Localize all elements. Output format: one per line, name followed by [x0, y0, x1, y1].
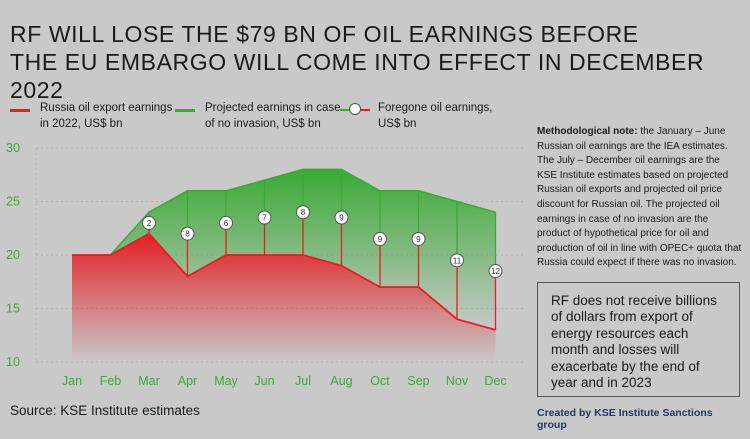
foregone-value-label: 8 [185, 230, 190, 239]
foregone-marker-icon [340, 103, 370, 117]
foregone-value-label: 6 [224, 219, 229, 228]
chart-title: RF WILL LOSE THE $79 BN OF OIL EARNINGS … [10, 20, 740, 104]
callout-box: RF does not receive billions of dollars … [537, 282, 740, 397]
methodological-note: Methodological note: the January – June … [537, 125, 742, 271]
foregone-bubble [450, 253, 464, 268]
foregone-value-label: 11 [453, 256, 462, 265]
foregone-bubble [296, 205, 310, 220]
callout-text: RF does not receive billions of dollars … [551, 293, 717, 391]
title-line-2: THE EU EMBARGO WILL COME INTO EFFECT IN … [10, 49, 705, 103]
green-line-swatch [175, 109, 195, 112]
red-line-swatch [10, 109, 30, 112]
x-tick-label: Sep [407, 374, 429, 388]
foregone-value-label: 9 [416, 235, 421, 244]
foregone-bubble [180, 226, 195, 241]
y-tick-label: 20 [6, 248, 20, 262]
title-line-1: RF WILL LOSE THE $79 BN OF OIL EARNINGS … [10, 21, 639, 47]
x-tick-label: Nov [446, 374, 469, 388]
foregone-bubble [373, 231, 387, 246]
credit-text: Created by KSE Institute Sanctions group [537, 407, 713, 431]
legend-foregone-line2: US$ bn [378, 118, 417, 130]
legend-projected-line1: Projected earnings in case [205, 102, 341, 114]
y-tick-label: 30 [6, 141, 20, 155]
legend-russia-line2: in 2022, US$ bn [40, 118, 123, 130]
y-tick-label: 15 [6, 302, 20, 316]
note-heading: Methodological note: [537, 126, 638, 137]
x-tick-label: Dec [484, 374, 506, 388]
note-text: the January – June Russian oil earnings … [537, 126, 742, 269]
x-tick-label: Feb [100, 374, 122, 388]
x-tick-label: Aug [330, 374, 352, 388]
foregone-value-label: 7 [262, 214, 267, 223]
legend-foregone-line1: Foregone oil earnings, [378, 102, 493, 114]
legend-item-russia: Russia oil export earnings in 2022, US$ … [10, 100, 172, 132]
chart-legend: Russia oil export earnings in 2022, US$ … [0, 100, 530, 140]
x-tick-label: Jun [254, 374, 274, 388]
x-tick-label: Oct [370, 374, 390, 388]
foregone-value-label: 9 [339, 214, 344, 223]
legend-item-foregone: Foregone oil earnings, US$ bn [340, 100, 492, 132]
foregone-value-label: 12 [491, 267, 500, 276]
foregone-bubble [219, 215, 233, 230]
x-tick-label: Mar [138, 374, 160, 388]
projected-area [72, 169, 496, 330]
x-tick-label: Jan [62, 374, 82, 388]
y-tick-label: 10 [6, 355, 20, 369]
foregone-value-label: 8 [301, 208, 306, 217]
legend-russia-line1: Russia oil export earnings [40, 102, 173, 114]
foregone-bubble [142, 215, 156, 230]
foregone-bubble [334, 210, 349, 225]
foregone-bubble [411, 231, 426, 246]
foregone-bubble [257, 210, 272, 225]
legend-item-projected: Projected earnings in case of no invasio… [175, 100, 341, 132]
foregone-value-label: 9 [378, 235, 383, 244]
chart-plot: 2 8 6 7 8 9 9 9 11 12 10 15 20 25 30 Jan Feb Mar Apr May J… [6, 141, 525, 388]
x-tick-label: Jul [295, 374, 311, 388]
x-tick-label: Apr [178, 374, 197, 388]
foregone-bubble [488, 264, 503, 279]
y-tick-label: 25 [6, 195, 20, 209]
russia-line [72, 232, 496, 331]
foregone-value-label: 2 [147, 219, 152, 228]
projected-line [72, 168, 496, 256]
x-tick-label: May [214, 374, 238, 388]
source-text: Source: KSE Institute estimates [10, 403, 200, 418]
legend-projected-line2: of no invasion, US$ bn [205, 118, 321, 130]
